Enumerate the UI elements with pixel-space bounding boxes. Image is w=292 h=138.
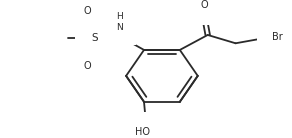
Text: O: O bbox=[84, 61, 91, 71]
Text: HO: HO bbox=[135, 127, 150, 137]
Text: O: O bbox=[84, 6, 91, 16]
Text: H
N: H N bbox=[116, 12, 123, 32]
Text: O: O bbox=[201, 0, 208, 10]
Text: S: S bbox=[91, 33, 98, 43]
Text: Br: Br bbox=[272, 32, 283, 42]
